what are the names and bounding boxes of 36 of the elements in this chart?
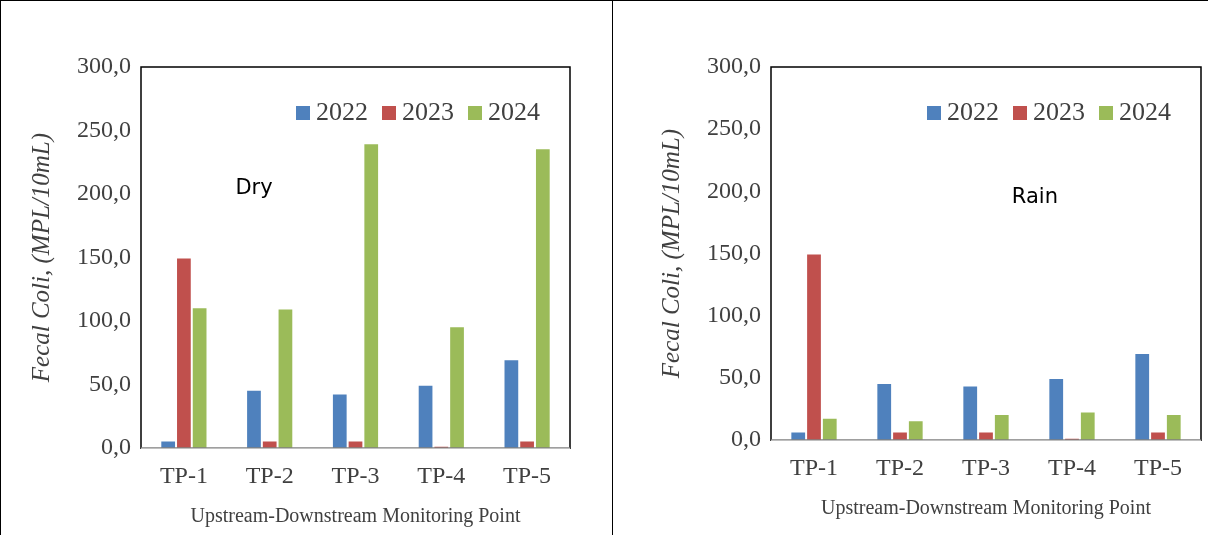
x-tick-label: TP-5 xyxy=(1134,453,1182,480)
legend-label: 2022 xyxy=(947,96,999,126)
y-tick-label: 0,0 xyxy=(731,425,761,452)
legend-label: 2024 xyxy=(488,96,540,126)
y-tick-label: 50,0 xyxy=(89,369,131,396)
x-tick-label: TP-2 xyxy=(876,453,924,480)
y-tick-label: 250,0 xyxy=(707,114,761,141)
x-tick-label: TP-3 xyxy=(331,461,380,488)
y-tick-label: 100,0 xyxy=(707,301,761,328)
y-tick-label: 150,0 xyxy=(77,242,131,269)
y-tick-label: 200,0 xyxy=(707,176,761,203)
x-tick-label: TP-2 xyxy=(245,461,294,488)
x-tick-label: TP-1 xyxy=(159,461,208,488)
legend-label: 2024 xyxy=(1119,96,1171,126)
y-axis-title: Fecal Coli, (MPL/10mL) xyxy=(656,128,685,380)
x-tick-label: TP-3 xyxy=(962,453,1010,480)
x-axis-title: Upstream-Downstream Monitoring Point xyxy=(190,504,521,528)
x-tick-label: TP-5 xyxy=(503,461,552,488)
x-tick-label: TP-1 xyxy=(790,453,838,480)
annotation: Dry xyxy=(235,175,273,200)
x-tick-label: TP-4 xyxy=(417,461,466,488)
y-tick-label: 0,0 xyxy=(101,433,131,460)
y-tick-label: 300,0 xyxy=(77,52,131,79)
legend-label: 2023 xyxy=(1033,96,1085,126)
annotation: Rain xyxy=(1011,184,1058,209)
y-tick-label: 250,0 xyxy=(77,115,131,142)
y-tick-label: 200,0 xyxy=(77,179,131,206)
x-axis-title: Upstream-Downstream Monitoring Point xyxy=(821,496,1152,520)
y-tick-label: 300,0 xyxy=(707,52,761,79)
y-tick-label: 50,0 xyxy=(719,363,761,390)
y-tick-label: 150,0 xyxy=(707,238,761,265)
y-axis-title: Fecal Coli, (MPL/10mL) xyxy=(26,132,55,384)
legend-label: 2022 xyxy=(316,96,368,126)
legend-label: 2023 xyxy=(402,96,454,126)
x-tick-label: TP-4 xyxy=(1048,453,1096,480)
y-tick-label: 100,0 xyxy=(77,306,131,333)
